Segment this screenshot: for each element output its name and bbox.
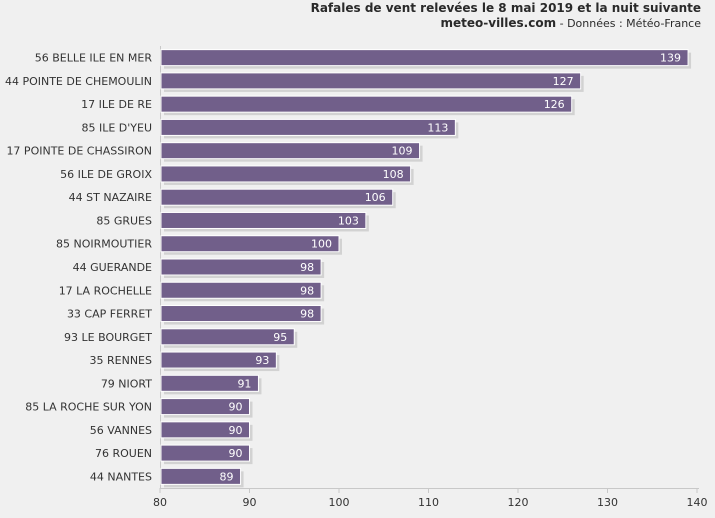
category-label: 44 POINTE DE CHEMOULIN bbox=[5, 75, 152, 88]
bar bbox=[160, 211, 367, 229]
bar bbox=[160, 421, 250, 439]
category-label: 79 NIORT bbox=[101, 377, 152, 390]
bar-value-label: 90 bbox=[229, 447, 243, 460]
bar-value-label: 89 bbox=[220, 470, 234, 483]
bar bbox=[160, 398, 250, 416]
category-label: 44 NANTES bbox=[90, 470, 152, 483]
chart-subtitle: meteo-villes.com - Données : Météo-Franc… bbox=[441, 16, 702, 30]
bar bbox=[160, 467, 242, 485]
category-label: 85 ILE D'YEU bbox=[81, 121, 152, 134]
bar bbox=[160, 258, 322, 276]
bar bbox=[160, 305, 322, 323]
bar bbox=[160, 165, 412, 183]
bar bbox=[160, 374, 259, 392]
bar-value-label: 109 bbox=[392, 145, 413, 158]
bar bbox=[160, 142, 421, 160]
bar bbox=[160, 72, 582, 90]
x-tick-label: 80 bbox=[153, 496, 167, 509]
bar-value-label: 95 bbox=[273, 331, 287, 344]
category-label: 44 ST NAZAIRE bbox=[69, 191, 152, 204]
bar bbox=[160, 188, 394, 206]
bar-value-label: 90 bbox=[229, 401, 243, 414]
x-tick-label: 120 bbox=[508, 496, 529, 509]
bar bbox=[160, 328, 295, 346]
bar-value-label: 93 bbox=[255, 354, 269, 367]
bar-value-label: 98 bbox=[300, 261, 314, 274]
bar bbox=[160, 118, 456, 136]
bar-value-label: 108 bbox=[383, 168, 404, 181]
category-label: 17 LA ROCHELLE bbox=[59, 284, 152, 297]
x-tick-label: 110 bbox=[418, 496, 439, 509]
bar bbox=[160, 49, 689, 67]
category-label: 93 LE BOURGET bbox=[64, 331, 152, 344]
bar bbox=[160, 351, 277, 369]
category-label: 44 GUERANDE bbox=[73, 261, 152, 274]
bar bbox=[160, 235, 340, 253]
category-label: 35 RENNES bbox=[90, 354, 152, 367]
bar bbox=[160, 444, 250, 462]
subtitle-site: meteo-villes.com bbox=[440, 16, 557, 30]
bar-value-label: 90 bbox=[229, 424, 243, 437]
category-label: 85 GRUES bbox=[96, 214, 152, 227]
category-label: 56 VANNES bbox=[90, 424, 152, 437]
category-label: 56 BELLE ILE EN MER bbox=[35, 52, 153, 65]
bar-value-label: 106 bbox=[365, 191, 386, 204]
x-tick-label: 140 bbox=[687, 496, 708, 509]
bar-value-label: 100 bbox=[311, 238, 332, 251]
category-label: 76 ROUEN bbox=[95, 447, 152, 460]
x-tick-label: 100 bbox=[329, 496, 350, 509]
bar-value-label: 127 bbox=[553, 75, 574, 88]
category-label: 17 POINTE DE CHASSIRON bbox=[6, 145, 152, 158]
bar-value-label: 91 bbox=[237, 377, 251, 390]
category-label: 85 NOIRMOUTIER bbox=[56, 238, 152, 251]
category-label: 85 LA ROCHE SUR YON bbox=[25, 401, 152, 414]
bar-value-label: 113 bbox=[427, 121, 448, 134]
bar bbox=[160, 95, 573, 113]
subtitle-source: - Données : Météo-France bbox=[556, 17, 701, 30]
bar-value-label: 139 bbox=[660, 52, 681, 65]
bar-value-label: 98 bbox=[300, 284, 314, 297]
category-label: 33 CAP FERRET bbox=[67, 308, 152, 321]
bar-value-label: 98 bbox=[300, 308, 314, 321]
category-label: 56 ILE DE GROIX bbox=[60, 168, 152, 181]
bar-value-label: 103 bbox=[338, 214, 359, 227]
x-tick-label: 90 bbox=[243, 496, 257, 509]
bar bbox=[160, 281, 322, 299]
x-tick-label: 130 bbox=[597, 496, 618, 509]
category-label: 17 ILE DE RE bbox=[81, 98, 152, 111]
bar-value-label: 126 bbox=[544, 98, 565, 111]
chart-title: Rafales de vent relevées le 8 mai 2019 e… bbox=[310, 1, 701, 15]
